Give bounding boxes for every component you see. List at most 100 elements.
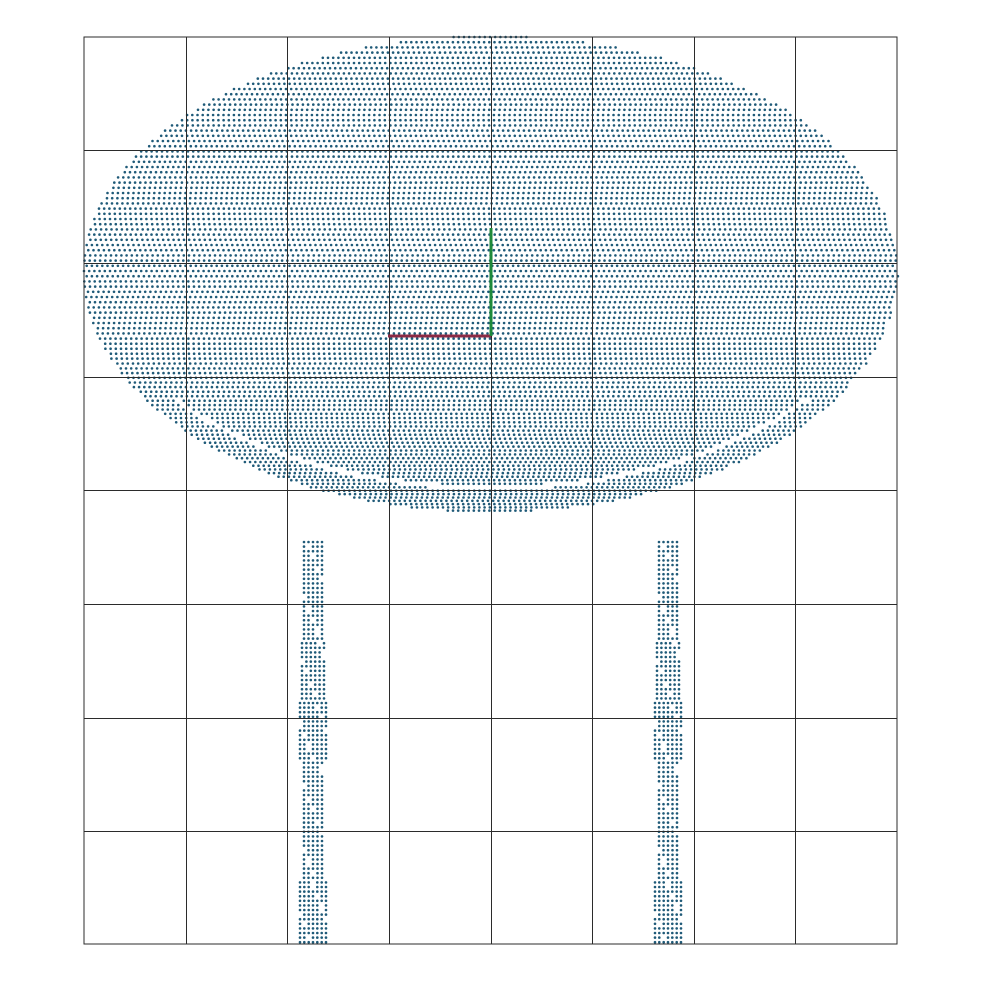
table-top-point (607, 155, 611, 158)
table-top-point (714, 243, 718, 247)
table-top-point (163, 160, 167, 164)
table-top-point (487, 108, 491, 112)
table-top-point (507, 186, 510, 190)
table-top-point (508, 124, 512, 127)
table-top-point (525, 46, 529, 49)
table-top-point (499, 46, 503, 49)
table-top-point (182, 165, 185, 169)
table-top-point (722, 217, 725, 221)
table-top-point (743, 233, 746, 236)
table-top-point (133, 170, 137, 174)
table-top-point (420, 207, 423, 210)
table-top-point (404, 181, 407, 184)
table-top-point (780, 238, 784, 242)
table-top-point (367, 170, 371, 174)
table-top-point (670, 72, 673, 75)
table-top-point (136, 196, 140, 200)
table-top-point (660, 103, 663, 106)
table-top-point (608, 139, 612, 143)
table-top-point (836, 155, 840, 158)
table-top-point (168, 160, 172, 164)
table-top-point (527, 82, 531, 86)
table-top-point (328, 139, 331, 143)
table-top-point (685, 212, 689, 216)
table-top-point (669, 98, 673, 101)
table-top-point (494, 139, 498, 143)
table-top-point (791, 228, 794, 231)
table-top-point (433, 191, 437, 195)
table-top-point (506, 51, 509, 54)
table-top-point (790, 165, 794, 169)
table-top-point (864, 228, 867, 231)
table-top-point (364, 222, 367, 226)
table-top-point (288, 176, 292, 179)
table-top-point (199, 243, 203, 247)
table-top-point (761, 129, 765, 132)
table-top-point (387, 191, 390, 195)
table-top-point (607, 56, 611, 60)
table-top-point (758, 217, 762, 221)
table-top-point (232, 207, 236, 210)
table-top-point (884, 222, 887, 226)
table-top-point (243, 155, 247, 158)
table-top-point (478, 222, 482, 226)
table-top-point (753, 212, 756, 216)
table-top-point (483, 103, 487, 106)
table-top-point (293, 129, 297, 132)
table-top-point (222, 113, 225, 117)
table-top-point (703, 196, 707, 200)
table-top-point (258, 181, 262, 184)
table-top-point (641, 196, 644, 200)
table-top-point (643, 134, 647, 138)
table-top-point (634, 139, 638, 143)
table-top-point (181, 233, 184, 236)
table-top-point (598, 46, 602, 49)
table-top-point (597, 155, 601, 158)
table-top-point (623, 217, 627, 221)
table-top-point (404, 108, 408, 112)
table-top-point (170, 212, 174, 216)
table-top-point (519, 108, 522, 112)
table-top-point (538, 160, 541, 164)
table-top-point (224, 165, 227, 169)
table-top-point (425, 61, 429, 65)
table-top-point (685, 98, 688, 101)
table-top-point (402, 196, 405, 200)
table-top-point (510, 92, 514, 96)
table-top-point (327, 155, 330, 158)
table-top-point (852, 222, 856, 226)
table-top-point (773, 248, 776, 252)
table-top-point (747, 207, 751, 210)
table-top-point (446, 98, 449, 101)
table-top-point (565, 248, 568, 252)
table-top-point (329, 144, 333, 148)
table-top-point (149, 170, 153, 174)
table-top-point (628, 124, 631, 127)
table-top-point (599, 66, 602, 70)
table-top-point (282, 196, 286, 200)
table-top-point (434, 129, 437, 132)
table-top-point (222, 207, 226, 210)
table-top-point (815, 217, 819, 221)
table-top-point (217, 181, 220, 184)
table-top-point (667, 77, 670, 80)
table-top-point (350, 191, 354, 195)
table-top-point (173, 243, 177, 247)
table-top-point (202, 233, 205, 236)
table-top-point (492, 98, 496, 101)
table-top-point (614, 238, 617, 242)
table-top-point (399, 118, 402, 122)
table-top-point (272, 191, 276, 195)
table-top-point (437, 139, 440, 143)
table-top-point (409, 118, 413, 122)
table-top-point (568, 77, 572, 80)
table-top-point (126, 202, 129, 205)
table-top-point (383, 134, 387, 138)
table-top-point (697, 92, 701, 96)
table-top-point (248, 124, 252, 127)
table-top-point (578, 77, 582, 80)
table-top-point (547, 51, 551, 54)
table-top-point (560, 61, 564, 65)
table-top-point (742, 113, 745, 117)
table-top-point (399, 72, 403, 75)
